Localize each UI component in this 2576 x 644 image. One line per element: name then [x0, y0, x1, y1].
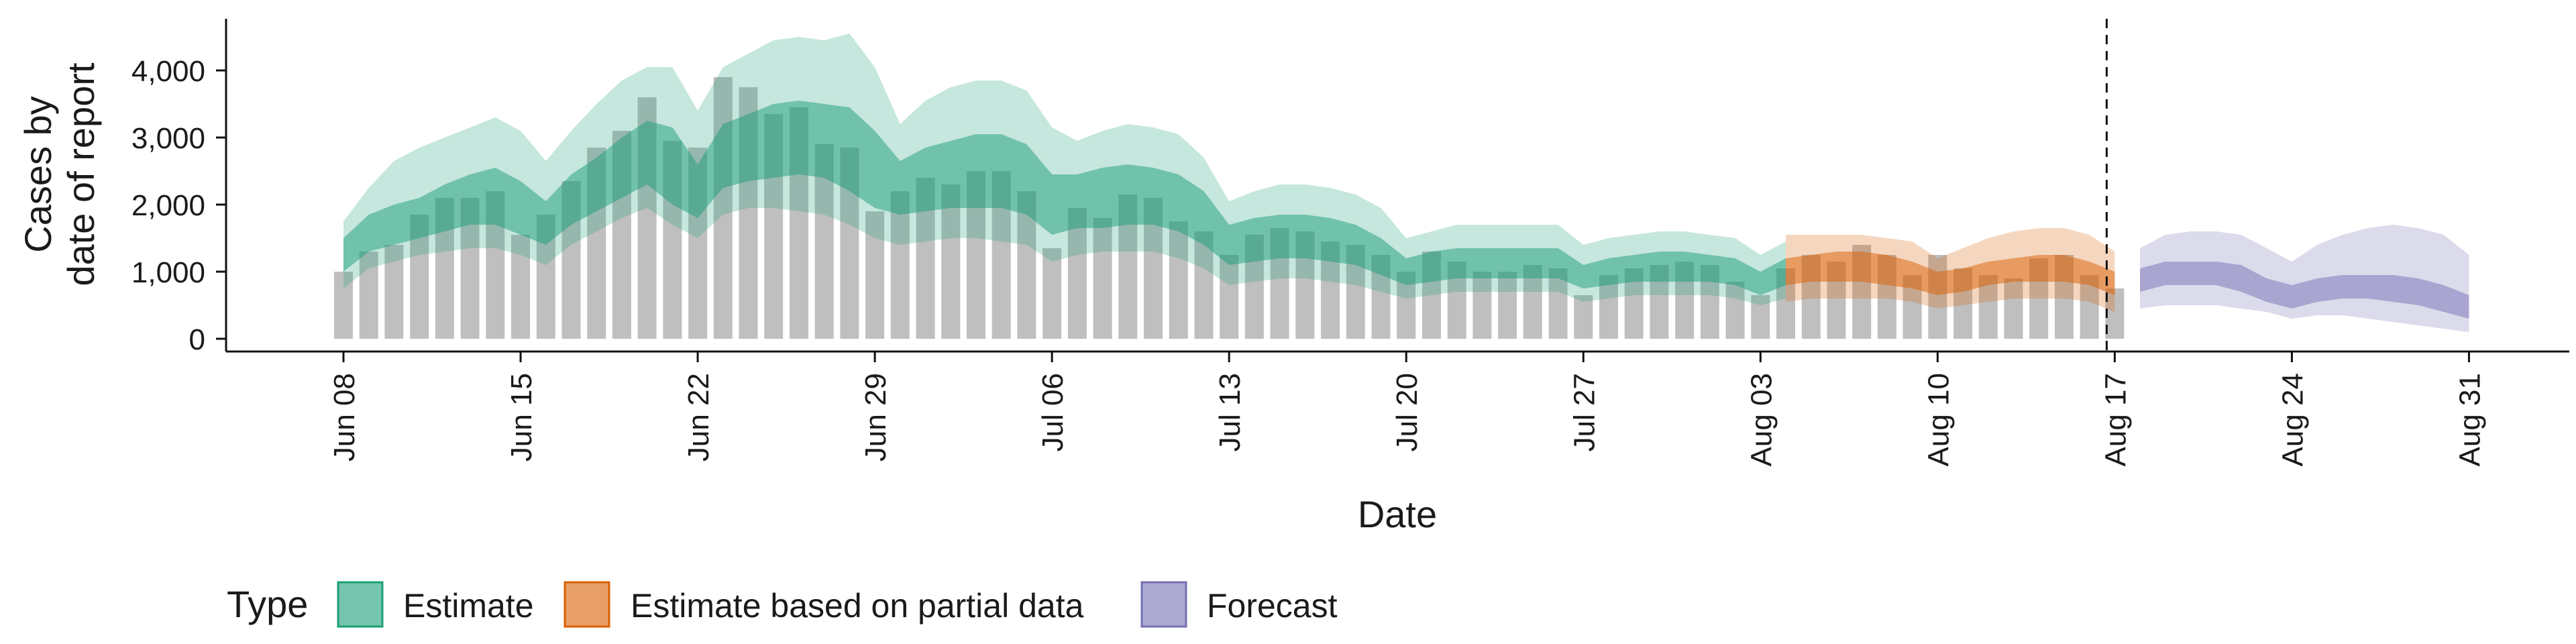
- legend-swatch-forecast: [1140, 581, 1187, 628]
- bar: [1169, 221, 1188, 339]
- legend: Type Estimate Estimate based on partial …: [227, 581, 1338, 628]
- ribbon-50-estimate: [343, 101, 1786, 295]
- x-tick-label: Jul 27: [1568, 373, 1601, 451]
- bar: [1498, 272, 1517, 339]
- ribbon-50-forecast: [2140, 262, 2469, 319]
- x-tick-label: Jun 29: [859, 373, 892, 462]
- bar: [1928, 255, 1947, 339]
- bar: [1093, 218, 1112, 339]
- x-tick-label: Jun 22: [682, 373, 715, 462]
- bar: [1751, 295, 1770, 339]
- x-tick-label: Aug 10: [1922, 373, 1955, 466]
- legend-swatch-partial: [564, 581, 610, 628]
- bar: [2105, 288, 2125, 339]
- x-tick-label: Jul 06: [1036, 373, 1069, 451]
- legend-title: Type: [227, 583, 308, 625]
- bar: [1067, 208, 1087, 339]
- y-axis: 0 1,000 2,000 3,000 4,000: [131, 55, 226, 356]
- y-tick-label: 4,000: [131, 55, 205, 88]
- legend-label-forecast: Forecast: [1207, 587, 1338, 625]
- bar: [1220, 255, 1239, 339]
- bar: [334, 272, 353, 339]
- x-tick-label: Aug 17: [2099, 373, 2132, 466]
- y-tick-label: 2,000: [131, 189, 205, 222]
- legend-label-estimate: Estimate: [403, 587, 534, 625]
- x-tick-label: Aug 24: [2276, 373, 2309, 466]
- bar: [713, 77, 733, 339]
- bar: [865, 211, 885, 339]
- bar: [1725, 282, 1745, 339]
- x-tick-label: Jul 13: [1214, 373, 1246, 451]
- y-axis-label-line2: date of report: [60, 62, 102, 286]
- ribbon-90-estimate-based-on-partial-data: [1786, 228, 2115, 312]
- bar: [890, 191, 910, 339]
- x-tick-label: Aug 03: [1745, 373, 1778, 466]
- bar: [941, 184, 961, 339]
- x-axis-title: Date: [1358, 493, 1437, 535]
- y-tick-label: 3,000: [131, 122, 205, 155]
- ribbons-layer: [343, 34, 2469, 332]
- legend-label-partial: Estimate based on partial data: [631, 587, 1084, 625]
- ribbon-90-estimate: [343, 34, 1786, 305]
- bar: [511, 235, 530, 339]
- legend-swatch-estimate: [337, 581, 384, 628]
- bar: [2004, 278, 2023, 339]
- y-tick-label: 1,000: [131, 256, 205, 289]
- ribbon-50-estimate-based-on-partial-data: [1786, 252, 2115, 295]
- bar: [1574, 295, 1593, 339]
- bar: [384, 245, 404, 339]
- x-axis: Jun 08 Jun 15 Jun 22 Jun 29 Jul 06 Jul 13 Jul …: [328, 352, 2486, 466]
- x-tick-label: Jul 20: [1391, 373, 1424, 451]
- x-tick-label: Aug 31: [2453, 373, 2486, 466]
- bar: [359, 252, 378, 339]
- ribbon-90-forecast: [2140, 225, 2469, 332]
- bar: [1472, 272, 1492, 339]
- y-tick-label: 0: [189, 323, 205, 356]
- y-axis-label-line1: Cases by: [17, 96, 59, 252]
- x-tick-label: Jun 08: [328, 373, 361, 462]
- x-tick-label: Jun 15: [505, 373, 538, 462]
- bar: [1042, 248, 1062, 339]
